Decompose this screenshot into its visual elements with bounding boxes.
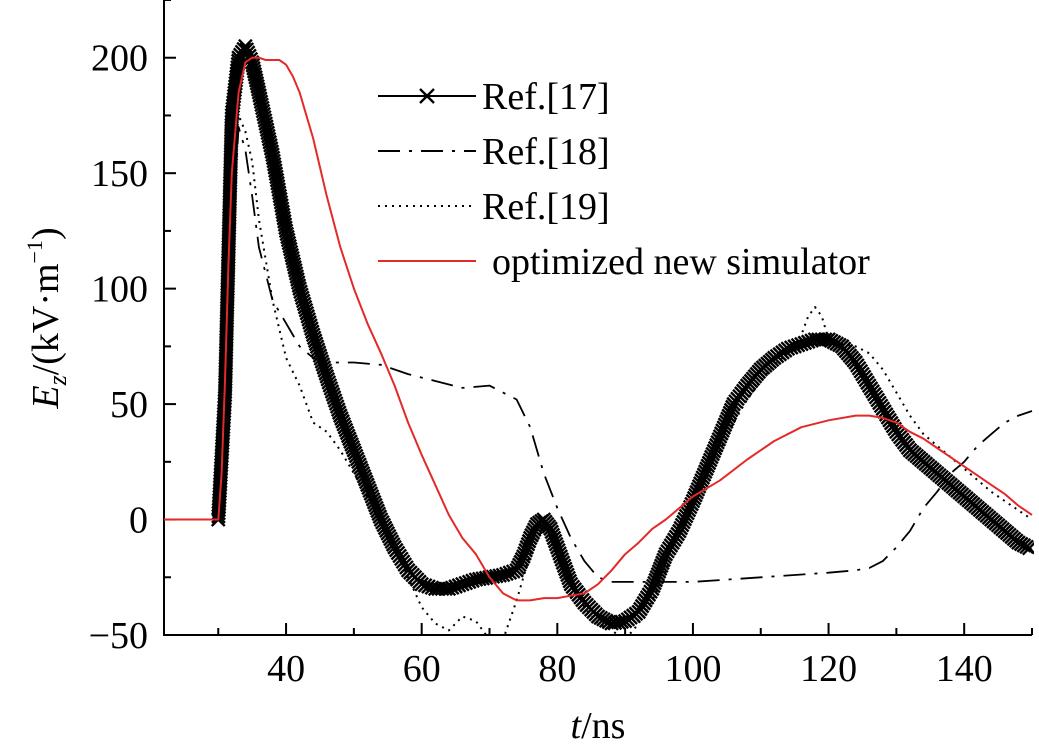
y-axis-title: Ez/(kV·m−1) bbox=[22, 227, 72, 409]
legend-x-marker bbox=[419, 88, 435, 104]
legend-item: Ref.[18] bbox=[378, 131, 610, 173]
series-4 bbox=[164, 56, 1033, 602]
x-tick-label: 40 bbox=[267, 648, 305, 690]
series-line bbox=[164, 56, 1033, 602]
x-tick-label: 80 bbox=[538, 648, 576, 690]
y-tick-label: 200 bbox=[91, 38, 148, 80]
legend-label: Ref.[19] bbox=[482, 186, 610, 228]
legend-item: optimized new simulator bbox=[378, 241, 870, 283]
x-axis-title: t/ns bbox=[571, 705, 626, 747]
series-1 bbox=[164, 38, 1034, 631]
legend-label: Ref.[18] bbox=[482, 131, 610, 173]
y-tick-label: −50 bbox=[89, 615, 148, 657]
x-tick-label: 140 bbox=[936, 648, 993, 690]
x-marker bbox=[1021, 540, 1034, 556]
y-tick-label: 150 bbox=[91, 153, 148, 195]
legend-item: Ref.[17] bbox=[378, 76, 610, 118]
legend-item: Ref.[19] bbox=[378, 186, 610, 228]
y-tick-label: 50 bbox=[110, 384, 148, 426]
legend-label: Ref.[17] bbox=[482, 76, 610, 118]
y-tick-label: 0 bbox=[129, 500, 148, 542]
legend: Ref.[17] Ref.[18] Ref.[19] optimized new si… bbox=[378, 76, 870, 283]
y-tick-label: 100 bbox=[91, 269, 148, 311]
axes bbox=[163, 0, 1032, 636]
legend-label: optimized new simulator bbox=[492, 241, 870, 283]
x-tick-label: 100 bbox=[664, 648, 721, 690]
x-tick-label: 60 bbox=[403, 648, 441, 690]
x-tick-label: 120 bbox=[800, 648, 857, 690]
